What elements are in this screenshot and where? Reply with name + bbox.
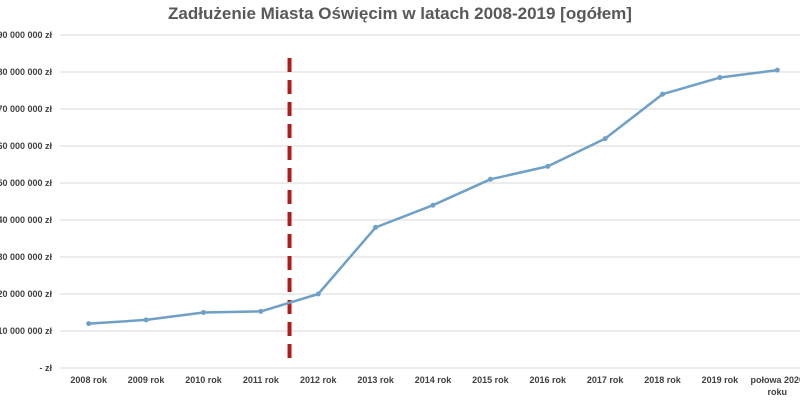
y-tick-label: 70 000 000 zł — [0, 104, 52, 114]
data-point — [717, 75, 723, 81]
x-tick-label: 2016 rok — [530, 375, 568, 385]
data-point — [258, 308, 264, 314]
x-tick-label: 2019 rok — [702, 375, 740, 385]
y-tick-label: 80 000 000 zł — [0, 67, 52, 77]
data-point — [143, 317, 149, 323]
series-line — [88, 68, 778, 325]
y-axis-ticks: - zł 10 000 000 zł 20 000 000 zł 30 000 000… — [0, 30, 52, 373]
y-tick-label: 10 000 000 zł — [0, 326, 52, 336]
data-point — [774, 67, 780, 73]
x-tick-label: 2009 rok — [128, 375, 166, 385]
chart-title: Zadłużenie Miasta Oświęcim w latach 2008… — [168, 4, 632, 23]
y-tick-label: 90 000 000 zł — [0, 30, 52, 40]
y-tick-label: 30 000 000 zł — [0, 252, 52, 262]
x-tick-label-line: połowa 2020 — [751, 375, 800, 385]
data-point — [430, 202, 436, 208]
x-tick-label: 2012 rok — [300, 375, 338, 385]
x-tick-label: 2015 rok — [472, 375, 510, 385]
x-tick-label-line: roku — [768, 387, 788, 397]
data-point — [660, 91, 666, 97]
x-tick-label: 2013 rok — [357, 375, 395, 385]
y-tick-label: 40 000 000 zł — [0, 215, 52, 225]
data-point — [373, 224, 379, 230]
x-tick-label: 2014 rok — [415, 375, 453, 385]
series-layer — [86, 67, 780, 327]
y-tick-label: - zł — [40, 363, 53, 373]
data-point — [545, 163, 551, 169]
data-point — [200, 310, 206, 315]
x-tick-label: 2011 rok — [243, 375, 280, 385]
data-point — [487, 176, 493, 182]
gridlines — [60, 34, 800, 369]
y-tick-label: 50 000 000 zł — [0, 178, 52, 188]
data-point — [315, 291, 321, 297]
x-tick-label: połowa 2020 roku — [751, 375, 800, 397]
data-point — [602, 136, 608, 142]
x-axis-ticks: 2008 rok 2009 rok 2010 rok 2011 rok 2012 rok… — [70, 375, 800, 397]
y-tick-label: 60 000 000 zł — [0, 141, 52, 151]
x-tick-label: 2017 rok — [587, 375, 625, 385]
x-tick-label: 2018 rok — [644, 375, 682, 385]
x-tick-label: 2008 rok — [70, 375, 108, 385]
data-point — [86, 321, 92, 327]
x-tick-label: 2010 rok — [185, 375, 223, 385]
y-tick-label: 20 000 000 zł — [0, 289, 52, 299]
